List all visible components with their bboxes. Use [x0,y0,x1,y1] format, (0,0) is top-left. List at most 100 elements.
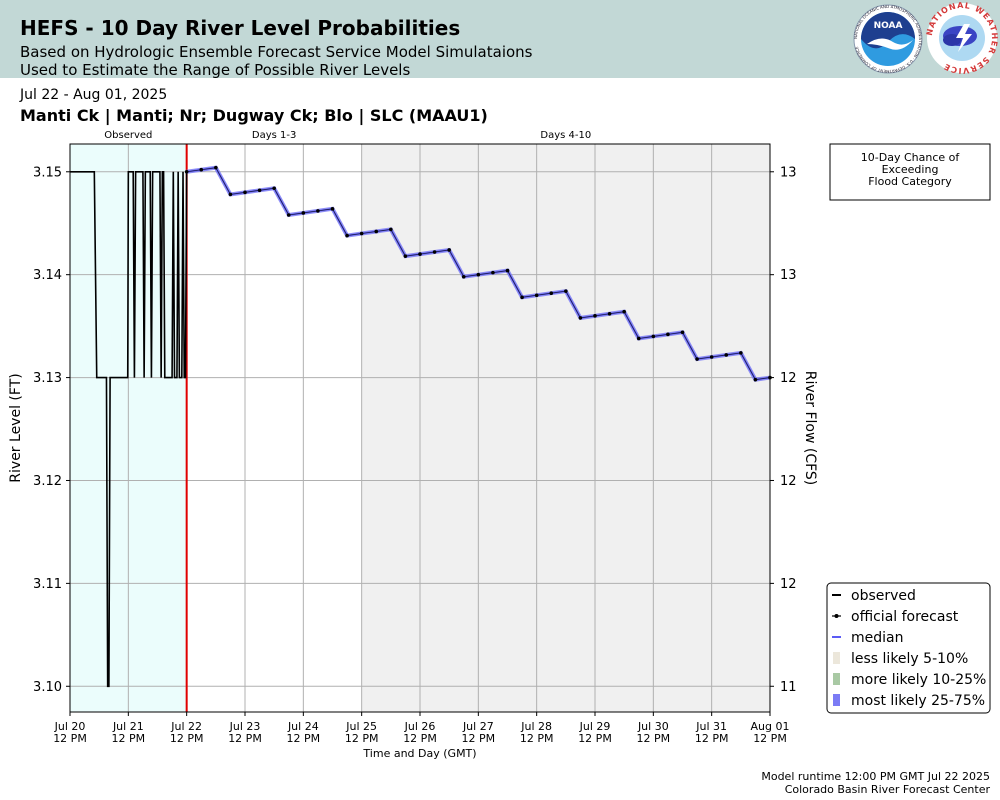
noaa-logo-text: NOAA [874,21,903,31]
x-tick-label-time: 12 PM [228,732,262,745]
y2-tick-label: 12 [780,474,797,489]
flood-box-text: 10-Day Chance of [861,151,961,164]
x-tick-label-date: Jul 31 [695,720,727,733]
station-name: Manti Ck | Manti; Nr; Dugway Ck; Blo | S… [20,106,488,125]
y2-tick-label: 11 [780,680,797,695]
official-forecast-point [184,169,189,174]
chart-series [70,144,772,712]
official-forecast-point [374,229,379,234]
official-forecast-point [680,330,685,335]
x-tick-label-time: 12 PM [520,732,554,745]
official-forecast-point [272,186,276,191]
forecast-center: Colorado Basin River Forecast Center [784,783,990,796]
y2-axis-title: River Flow (CFS) [802,371,818,486]
x-tick-label-time: 12 PM [462,732,496,745]
y-tick-label: 3.13 [33,371,62,386]
official-forecast-point [214,165,218,170]
official-forecast-point [593,314,597,318]
region-label: Observed [104,130,152,141]
official-forecast-point [403,254,408,258]
official-forecast-point [476,272,481,277]
x-tick-label-time: 12 PM [753,732,787,745]
page-title: HEFS - 10 Day River Level Probabilities [20,16,461,40]
page-subtitle-line-2: Used to Estimate the Range of Possible R… [20,61,411,79]
region-label: Days 4-10 [540,130,591,141]
x-tick-label-date: Jul 24 [287,720,319,733]
official-forecast-point [709,355,714,359]
flood-box-text: Flood Category [868,175,952,188]
legend-swatch [833,673,840,685]
x-tick-label-date: Jul 23 [229,720,261,733]
chart-regions: Observed Days 1-3 Days 4-10 [70,130,770,712]
y2-tick-label: 12 [780,371,797,386]
official-forecast-point [739,351,743,355]
x-tick-label-time: 12 PM [53,732,87,745]
x-tick-label-date: Jul 21 [112,720,144,733]
official-forecast-point [243,190,247,195]
official-forecast-point [359,231,364,236]
flood-box-text: Exceeding [882,163,939,176]
legend-frame [826,582,991,714]
y2-tick-label: 13 [780,268,797,283]
official-forecast-point [301,211,306,215]
y2-tick-label: 12 [780,577,797,592]
official-forecast-point [520,295,524,300]
x-tick-label-time: 12 PM [403,732,437,745]
official-forecast-point [228,192,233,197]
official-forecast-point [636,336,641,341]
legend-label: observed [851,588,916,604]
y-tick-label: 3.14 [33,268,62,283]
noaa-logo: NATIONAL OCEANIC AND ATMOSPHERIC ADMINIS… [853,4,923,74]
x-tick-label-date: Jul 28 [520,720,552,733]
official-forecast-point [666,332,670,337]
legend-label: median [851,630,903,646]
official-forecast-point [432,250,437,254]
x-tick-label-date: Jul 20 [54,720,86,733]
official-forecast-point [330,207,335,211]
y-tick-label: 3.12 [33,474,62,489]
official-forecast-point [199,167,204,172]
x-tick-label-date: Jul 29 [579,720,611,733]
date-range: Jul 22 - Aug 01, 2025 [20,87,168,103]
x-tick-label-time: 12 PM [637,732,671,745]
official-forecast-point [257,188,262,193]
official-forecast-point [505,268,510,273]
official-forecast-point [695,357,699,361]
official-forecast-point [564,289,568,293]
region-band-2 [361,144,770,712]
legend-label: official forecast [851,609,959,625]
page-subtitle-line-1: Based on Hydrologic Ensemble Forecast Se… [20,43,533,61]
x-tick-label-date: Jul 22 [170,720,202,733]
y-axis-title: River Level (FT) [8,373,24,482]
flood-box-frame [829,143,991,201]
x-tick-label-time: 12 PM [578,732,612,745]
legend-label: most likely 25-75% [851,693,985,709]
official-forecast-point [651,334,656,339]
official-forecast-point [316,209,320,213]
x-axis-title: Time and Day (GMT) [362,747,476,760]
x-tick-label-time: 12 PM [695,732,729,745]
nws-logo: NATIONAL WEATHER SERVICE [926,2,998,74]
x-tick-label-date: Jul 27 [462,720,494,733]
official-forecast-point [389,227,393,232]
official-forecast-point [607,311,612,316]
x-tick-label-date: Jul 30 [637,720,669,733]
region-label: Days 1-3 [252,130,296,141]
official-forecast-point [345,233,349,238]
y-tick-label: 3.15 [33,165,62,180]
x-tick-label-time: 12 PM [170,732,204,745]
official-forecast-point [753,377,758,382]
x-tick-label-time: 12 PM [112,732,146,745]
official-forecast-point [578,316,583,320]
official-forecast-point [418,252,422,256]
legend-label: less likely 5-10% [851,651,968,667]
observed-series-line [70,170,188,688]
x-tick-label-time: 12 PM [345,732,379,745]
region-band-1 [186,144,362,712]
legend-swatch [833,694,840,706]
model-runtime: Model runtime 12:00 PM GMT Jul 22 2025 [761,770,990,783]
x-tick-label-time: 12 PM [287,732,321,745]
official-forecast-point [534,293,539,298]
